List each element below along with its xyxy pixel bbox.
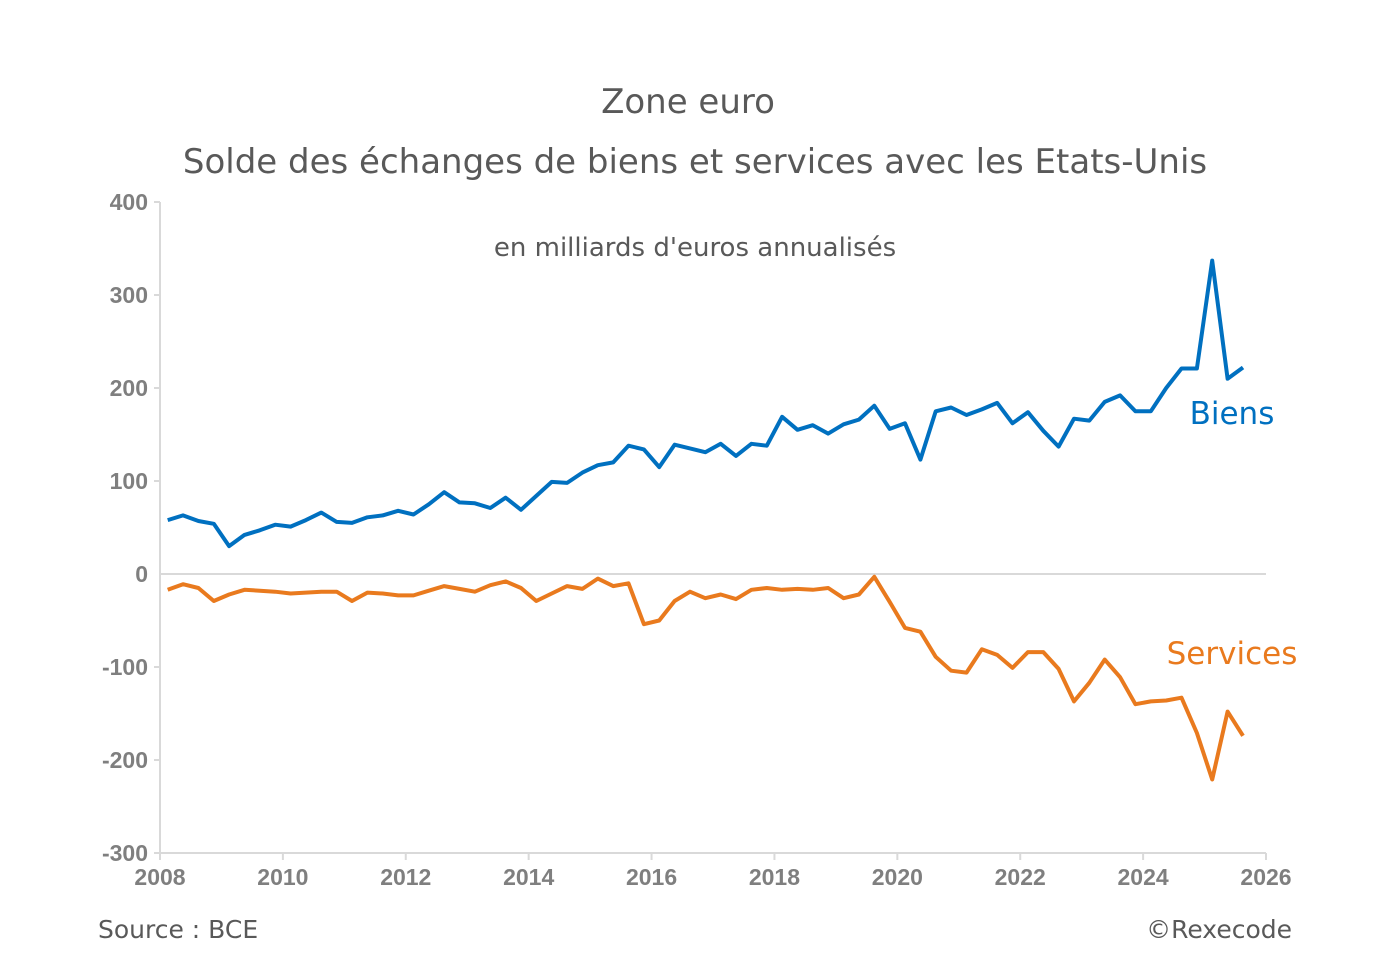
y-tick-label: 300	[110, 282, 148, 308]
series-line	[167, 258, 1245, 549]
x-tick-label: 2008	[134, 864, 185, 890]
chart-subtitle: Solde des échanges de biens et services …	[183, 142, 1207, 182]
x-tick-label: 2018	[749, 864, 800, 890]
series-label: Biens	[1190, 396, 1275, 432]
x-tick-label: 2012	[380, 864, 431, 890]
y-tick-label: 100	[110, 468, 148, 494]
credit: ©Rexecode	[1146, 915, 1292, 944]
series-label: Services	[1167, 636, 1298, 672]
x-tick-label: 2020	[872, 864, 923, 890]
x-tick-label: 2016	[626, 864, 677, 890]
y-tick-label: -200	[102, 747, 148, 773]
x-tick-label: 2022	[995, 864, 1046, 890]
y-tick-label: 0	[135, 561, 148, 587]
y-tick-label: 400	[110, 189, 148, 215]
unit-note: en milliards d'euros annualisés	[494, 233, 896, 263]
chart-title: Zone euro	[601, 82, 775, 122]
y-tick-label: -300	[102, 840, 148, 866]
x-tick-label: 2026	[1240, 864, 1291, 890]
y-tick-label: -100	[102, 654, 148, 680]
source: Source : BCE	[98, 915, 258, 944]
y-tick-label: 200	[110, 375, 148, 401]
x-tick-label: 2024	[1118, 864, 1169, 890]
series-line	[167, 574, 1245, 782]
x-tick-label: 2014	[503, 864, 554, 890]
x-tick-label: 2010	[257, 864, 308, 890]
